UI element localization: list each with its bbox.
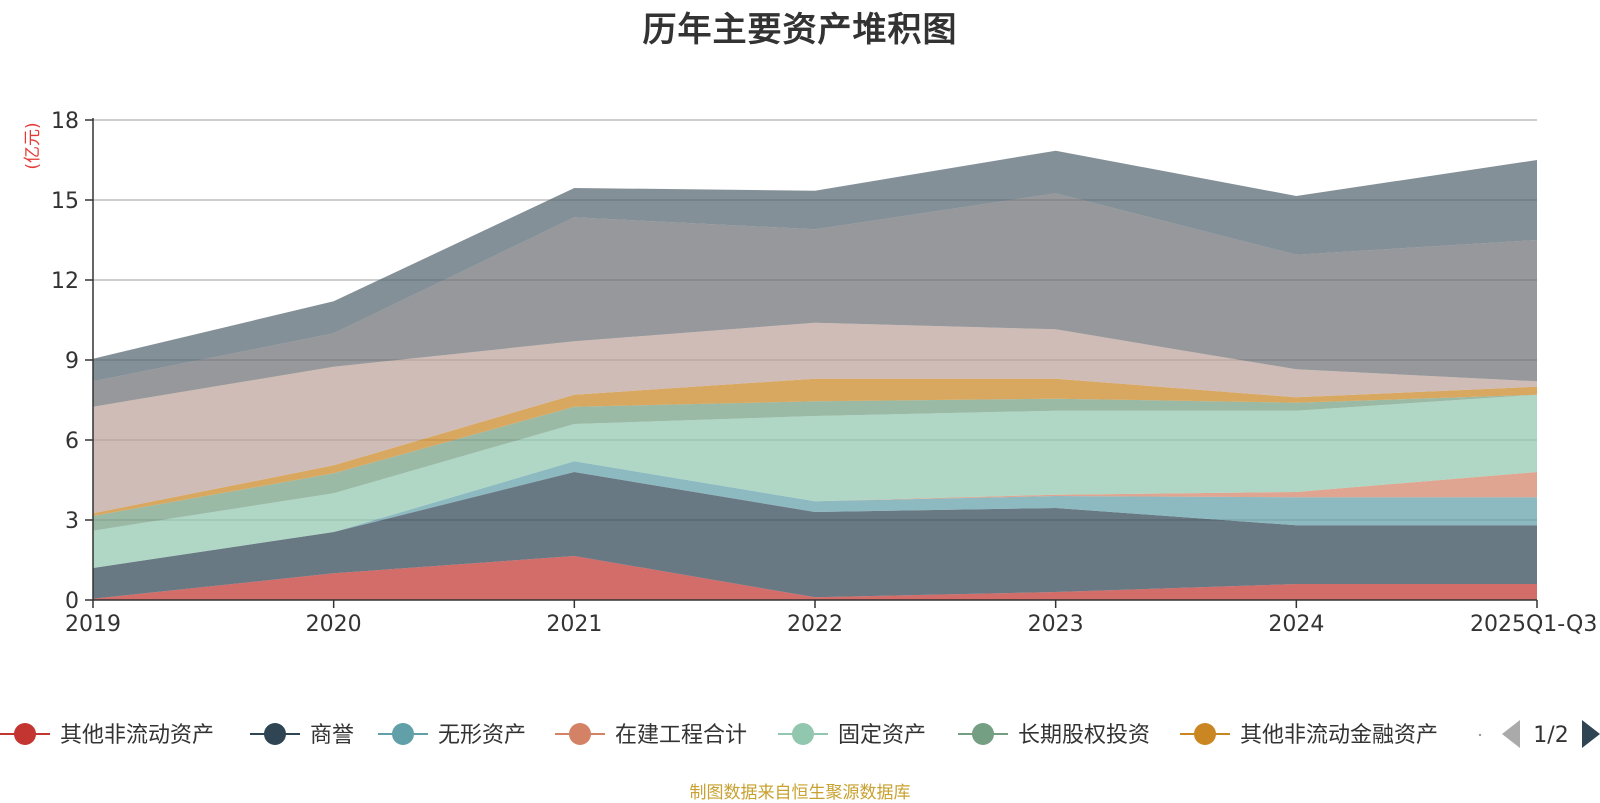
legend-label: 固定资产	[838, 723, 926, 748]
area-商誉[interactable]	[93, 472, 1537, 599]
legend-item-固定资产[interactable]: 固定资产	[778, 723, 926, 748]
legend[interactable]: 其他非流动资产 商誉 无形资产 在建工程合计 固定资产 长期股权投资 其他非流动金融资产 1/…	[0, 720, 1600, 748]
y-tick-label: 0	[65, 589, 79, 614]
legend-swatch-marker	[14, 723, 36, 745]
x-tick-label: 2021	[546, 612, 602, 637]
y-tick-label: 9	[65, 349, 79, 374]
legend-swatch-marker	[972, 723, 994, 745]
area-series[interactable]	[93, 150, 1537, 600]
x-tick-label: 2019	[65, 612, 121, 637]
legend-label: 其他非流动资产	[60, 723, 214, 748]
x-tick-label: 2025Q1-Q3	[1470, 612, 1597, 637]
legend-swatch-marker	[264, 723, 286, 745]
legend-label: 无形资产	[438, 723, 526, 748]
area-其他非流动资产[interactable]	[93, 556, 1537, 600]
legend-item-长期股权投资[interactable]: 长期股权投资	[958, 723, 1150, 748]
y-axis-unit-label: (亿元)	[23, 122, 43, 169]
axes: 0 3 6 9 12 15 18 2019 2020 2021 2022 2023 2024 2025Q1…	[23, 109, 1597, 637]
y-tick-label: 3	[65, 509, 79, 534]
chart-title: 历年主要资产堆积图	[642, 10, 958, 50]
x-tick-label: 2020	[306, 612, 362, 637]
legend-item-其他非流动金融资产[interactable]: 其他非流动金融资产	[1180, 723, 1438, 748]
area-固定资产[interactable]	[93, 394, 1537, 568]
legend-label: 其他非流动金融资产	[1240, 723, 1438, 748]
triangle-right-icon[interactable]	[1582, 720, 1600, 748]
legend-label: 在建工程合计	[615, 723, 747, 748]
legend-item-无形资产[interactable]: 无形资产	[378, 723, 526, 748]
legend-swatch-marker	[569, 723, 591, 745]
area-长期待摊费用[interactable]	[93, 193, 1537, 407]
legend-more-dot	[1478, 733, 1482, 737]
y-tick-label: 6	[65, 429, 79, 454]
legend-label: 商誉	[310, 723, 354, 748]
legend-label: 长期股权投资	[1018, 723, 1150, 748]
area-无形资产[interactable]	[93, 461, 1537, 568]
y-tick-label: 18	[51, 109, 79, 134]
legend-swatch-marker	[392, 723, 414, 745]
legend-swatch-marker	[1194, 723, 1216, 745]
area-递延所得税资产[interactable]	[93, 150, 1537, 382]
x-tick-label: 2022	[787, 612, 843, 637]
area-长期股权投资[interactable]	[93, 394, 1537, 531]
legend-item-其他非流动资产[interactable]: 其他非流动资产	[0, 723, 214, 748]
x-tick-label: 2024	[1268, 612, 1324, 637]
y-tick-label: 12	[51, 269, 79, 294]
y-tick-label: 15	[51, 189, 79, 214]
legend-item-商誉[interactable]: 商誉	[250, 723, 354, 748]
legend-item-在建工程合计[interactable]: 在建工程合计	[555, 723, 747, 748]
triangle-left-icon[interactable]	[1502, 720, 1520, 748]
legend-page-indicator: 1/2	[1533, 723, 1568, 748]
x-tick-label: 2023	[1028, 612, 1084, 637]
area-使用权资产[interactable]	[93, 322, 1537, 514]
legend-swatch-marker	[792, 723, 814, 745]
data-source-note: 制图数据来自恒生聚源数据库	[689, 783, 911, 803]
